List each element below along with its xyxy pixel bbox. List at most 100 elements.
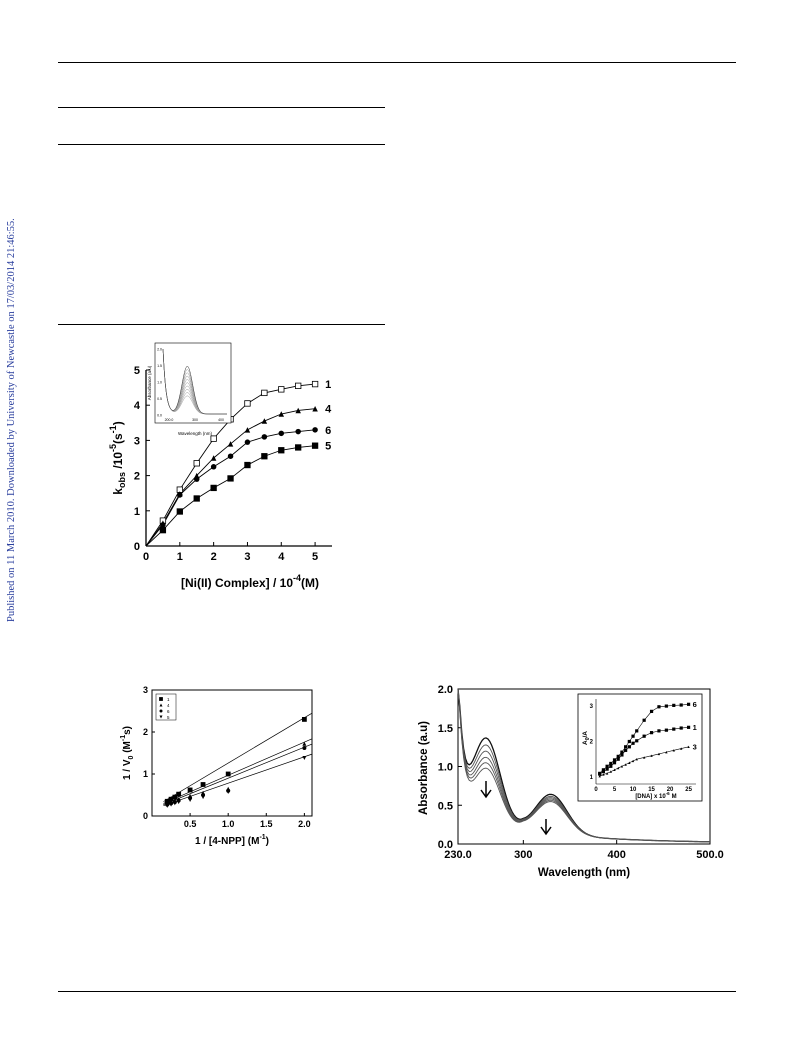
kinetics-chart: 0 1 2 3 4 5 0 1 2 3 4 5 1 4 6 5 [Ni(II) Complex] / 10-…	[108, 342, 332, 590]
inset-data-point	[609, 770, 613, 773]
download-watermark: Published on 11 March 2010. Downloaded b…	[6, 218, 17, 622]
inset-data-point	[624, 745, 628, 749]
data-point	[302, 741, 307, 746]
legend-marker	[159, 709, 163, 713]
inset-x-tick-label: 400	[218, 418, 224, 422]
inset-data-point	[665, 750, 668, 754]
inset-data-point	[657, 729, 661, 733]
data-point	[302, 756, 307, 761]
legend-label: 6	[167, 709, 170, 714]
inset-x-label: Wavelength (nm)	[178, 431, 213, 436]
inset-x-tick-label: 15	[648, 787, 655, 793]
data-point	[312, 405, 318, 412]
data-point	[210, 455, 217, 461]
inset-data-point	[601, 770, 606, 774]
data-point	[176, 508, 183, 515]
data-point	[172, 801, 177, 806]
data-point	[311, 442, 319, 449]
data-point	[188, 798, 193, 803]
data-point	[159, 527, 167, 534]
legend-marker	[159, 697, 163, 701]
x-tick-label: 2.0	[298, 819, 311, 829]
y-tick-label: 1	[143, 769, 148, 779]
y-axis-label: Absorbance (a.u)	[418, 721, 430, 815]
data-point	[295, 407, 301, 414]
series-curve-6	[145, 429, 316, 547]
x-tick-label: 1.5	[260, 819, 273, 829]
x-axis-label: 1 / [4-NPP] (M-1)	[195, 834, 269, 847]
y-tick-label: 0.0	[438, 839, 453, 851]
down-arrow-icon	[540, 819, 552, 836]
x-tick-label: 3	[244, 551, 250, 563]
table-top-rule	[58, 107, 385, 108]
inset-data-point	[635, 729, 639, 733]
y-tick-label: 2	[134, 471, 140, 483]
inset-data-point	[616, 757, 620, 761]
series-label-1: 1	[325, 379, 331, 391]
inset-x-tick-label: 300	[192, 418, 198, 422]
legend-label: 5	[167, 715, 170, 720]
y-tick-label: 1.5	[438, 723, 453, 735]
y-tick-label: 0	[134, 541, 140, 553]
series-label-5: 5	[325, 441, 331, 453]
inset-data-point	[649, 709, 654, 713]
inset-data-point	[602, 773, 605, 776]
inset-y-tick-label: 1	[590, 775, 594, 781]
inset-data-point	[635, 758, 638, 761]
inset-data-point	[598, 772, 602, 776]
inset-data-point	[642, 718, 646, 722]
data-point	[244, 400, 251, 407]
down-arrow-icon	[480, 781, 492, 799]
x-tick-label: 1.0	[222, 819, 235, 829]
legend-label: 4	[167, 703, 170, 708]
inset-y-label: A0/A	[582, 731, 591, 745]
x-tick-label: 230.0	[444, 849, 472, 861]
inset-x-tick-label: 0	[594, 787, 598, 793]
inset-data-point	[631, 741, 635, 745]
legend-label: 1	[167, 697, 170, 702]
data-point	[311, 380, 319, 388]
data-point	[193, 460, 200, 467]
inset-x-tick-label: 20	[667, 787, 674, 793]
inset-data-point	[686, 702, 691, 706]
data-point	[177, 492, 183, 498]
data-point	[176, 800, 181, 805]
inset-spectrum-curve	[162, 348, 227, 415]
inset-data-point	[627, 739, 631, 744]
y-axis-label: kobs /10-5(s-1)	[108, 421, 127, 494]
inset-y-tick-label: 2	[590, 740, 594, 746]
inset-data-point	[620, 750, 624, 754]
inset-data-point	[679, 747, 683, 750]
inset-data-point	[679, 703, 683, 707]
y-axis-label: 1 / V0 (M-1s)	[120, 726, 135, 780]
data-point	[187, 787, 193, 793]
data-point	[193, 495, 200, 502]
inset-series-label-1: 1	[693, 723, 697, 732]
data-point	[295, 382, 302, 389]
data-point	[160, 522, 166, 528]
data-point	[261, 453, 268, 460]
inset-data-point	[650, 754, 653, 757]
inset-data-point	[616, 754, 620, 758]
data-point	[226, 790, 231, 795]
data-point	[302, 745, 307, 750]
legend-box	[155, 693, 177, 721]
absorbance-arrows	[480, 781, 552, 836]
inset-x-tick-label: 10	[630, 787, 637, 793]
linear-fit-line	[163, 743, 313, 805]
x-tick-label: 0	[143, 551, 149, 563]
inset-data-point	[657, 705, 661, 709]
inset-data-point	[620, 765, 624, 768]
data-point	[176, 791, 182, 797]
x-tick-label: 2	[211, 551, 217, 563]
x-tick-label: 4	[278, 551, 285, 563]
inset-data-point	[664, 704, 668, 708]
plot-frame	[151, 689, 313, 817]
data-point	[261, 389, 268, 397]
data-point	[210, 484, 217, 492]
x-tick-label: 1	[177, 551, 183, 563]
inset-data-point	[605, 772, 609, 775]
series-curve-5	[145, 445, 316, 547]
data-point	[295, 444, 302, 451]
table-header-rule	[58, 144, 385, 145]
